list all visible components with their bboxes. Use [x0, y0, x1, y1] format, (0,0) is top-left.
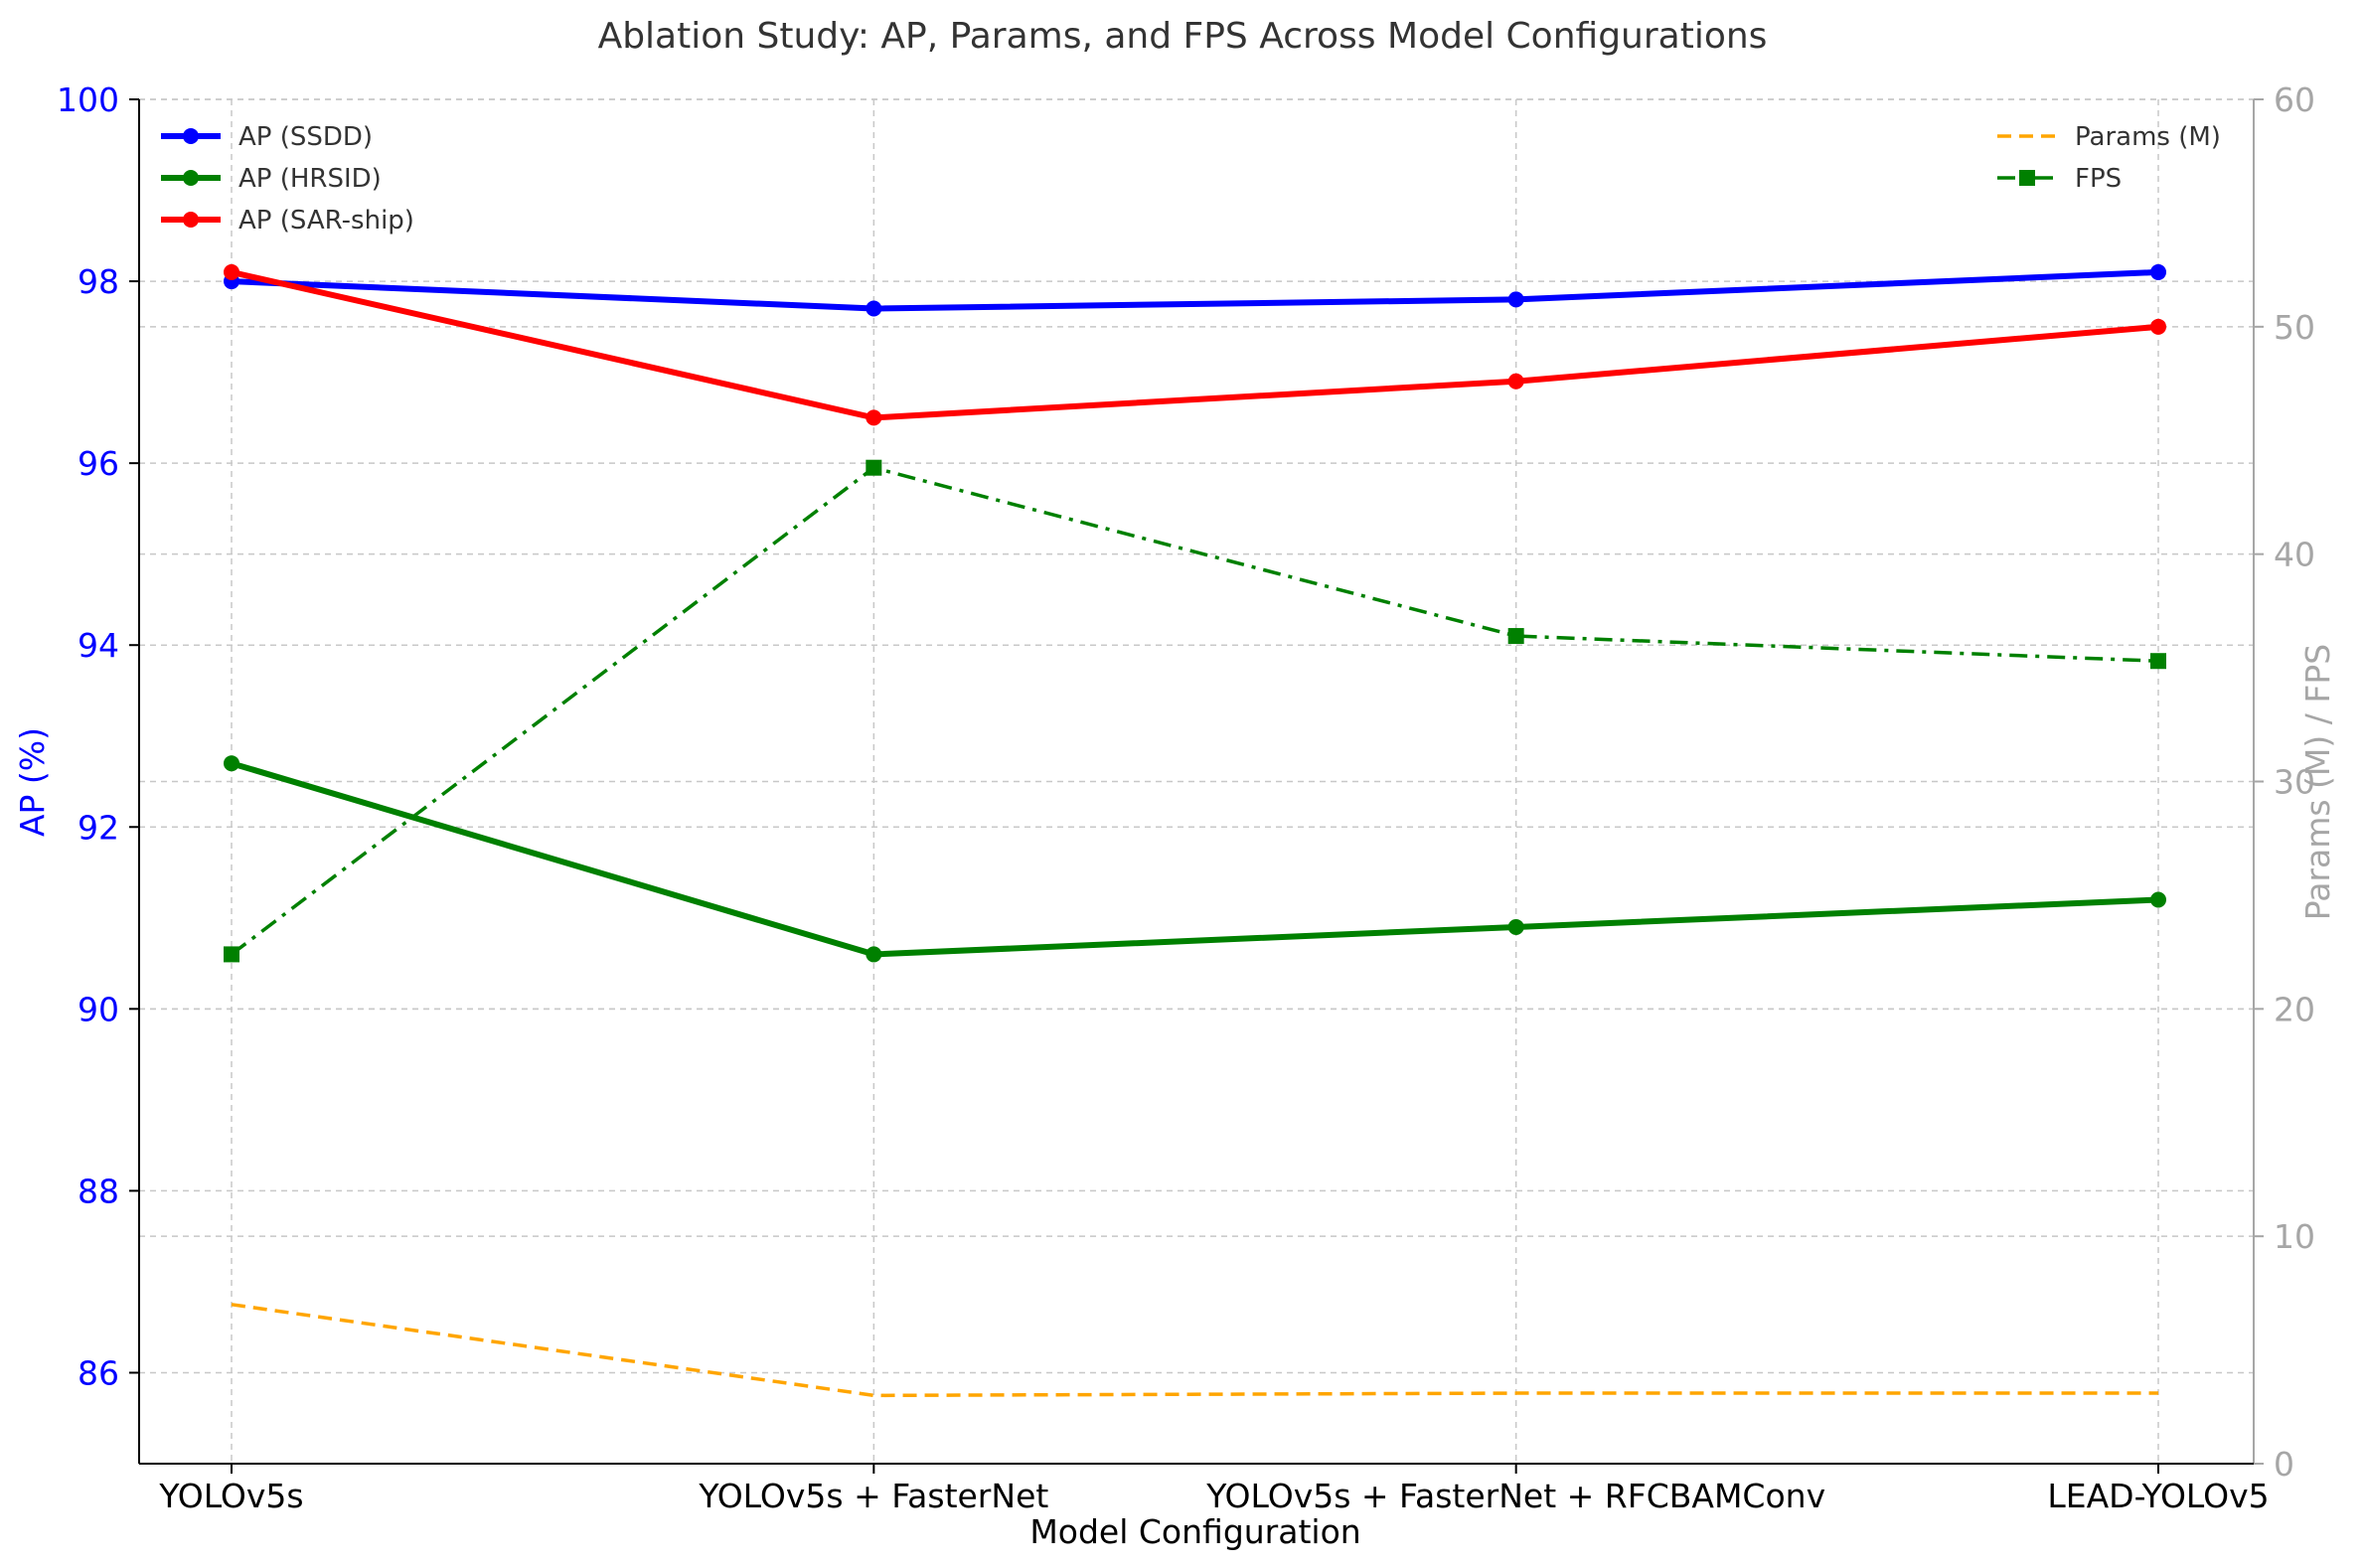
left-axis-label: AP (%): [13, 727, 52, 837]
data-point: [2150, 318, 2166, 335]
right-tick-label: 30: [2274, 763, 2315, 802]
legend-marker: [183, 128, 199, 144]
right-tick-label: 60: [2274, 80, 2315, 119]
data-point: [866, 946, 882, 963]
right-tick-label: 10: [2274, 1217, 2315, 1256]
left-tick-label: 88: [78, 1172, 119, 1210]
data-point: [866, 459, 882, 476]
left-tick-label: 100: [57, 80, 119, 119]
x-tick-label: YOLOv5s + FasterNet + RFCBAMConv: [1205, 1477, 1825, 1515]
right-axis-label: Params (M) / FPS: [2298, 644, 2337, 920]
x-tick-label: YOLOv5s + FasterNet: [698, 1477, 1048, 1515]
data-point: [1507, 628, 1524, 645]
right-tick-label: 40: [2274, 536, 2315, 574]
left-tick-label: 92: [78, 808, 119, 847]
left-tick-label: 86: [78, 1353, 119, 1392]
right-tick-label: 50: [2274, 308, 2315, 347]
legend-marker: [2019, 170, 2035, 186]
data-point: [1507, 291, 1524, 308]
grid-layer: [139, 98, 2254, 1464]
data-point: [224, 946, 239, 963]
left-tick-label: 96: [78, 444, 119, 483]
legend-right: Params (M) FPS: [1997, 122, 2221, 194]
x-tick-label: YOLOv5s: [158, 1477, 303, 1515]
x-axis-label: Model Configuration: [1029, 1512, 1360, 1551]
series-line: [231, 760, 2159, 958]
legend-marker: [183, 212, 199, 228]
right-tick-label: 0: [2274, 1445, 2294, 1484]
left-tick-label: 90: [78, 990, 119, 1028]
legend-label: AP (SSDD): [238, 122, 373, 152]
data-point: [1507, 918, 1524, 935]
series-layer: [224, 263, 2166, 1398]
legend-left: AP (SSDD) AP (HRSID) AP (SAR-ship): [161, 122, 414, 235]
legend-label: Params (M): [2075, 122, 2221, 152]
legend-label: AP (HRSID): [238, 164, 382, 194]
data-point: [2150, 891, 2166, 908]
data-point: [224, 755, 239, 772]
left-tick-label: 98: [78, 262, 119, 301]
left-tick-label: 94: [78, 626, 119, 665]
axes-layer: 86 88 90 92 94 96 98 100 0 10 20 30 40 50 60 YOLOv5s YOL…: [57, 80, 2315, 1515]
legend-label: FPS: [2075, 164, 2122, 194]
data-point: [866, 300, 882, 317]
data-point: [866, 409, 882, 426]
legend-label: AP (SAR-ship): [238, 206, 414, 235]
right-tick-label: 20: [2274, 990, 2315, 1028]
x-tick-label: LEAD-YOLOv5: [2047, 1477, 2269, 1515]
chart-title: Ablation Study: AP, Params, and FPS Acro…: [598, 16, 1768, 57]
series-line: [231, 1303, 2158, 1398]
data-point: [2150, 263, 2166, 280]
legend-marker: [183, 170, 199, 186]
series-line: [231, 268, 2159, 312]
series-line: [231, 268, 2159, 421]
data-point: [1507, 373, 1524, 390]
data-point: [2150, 653, 2166, 670]
data-point: [224, 263, 239, 280]
series-line: [230, 465, 2159, 956]
